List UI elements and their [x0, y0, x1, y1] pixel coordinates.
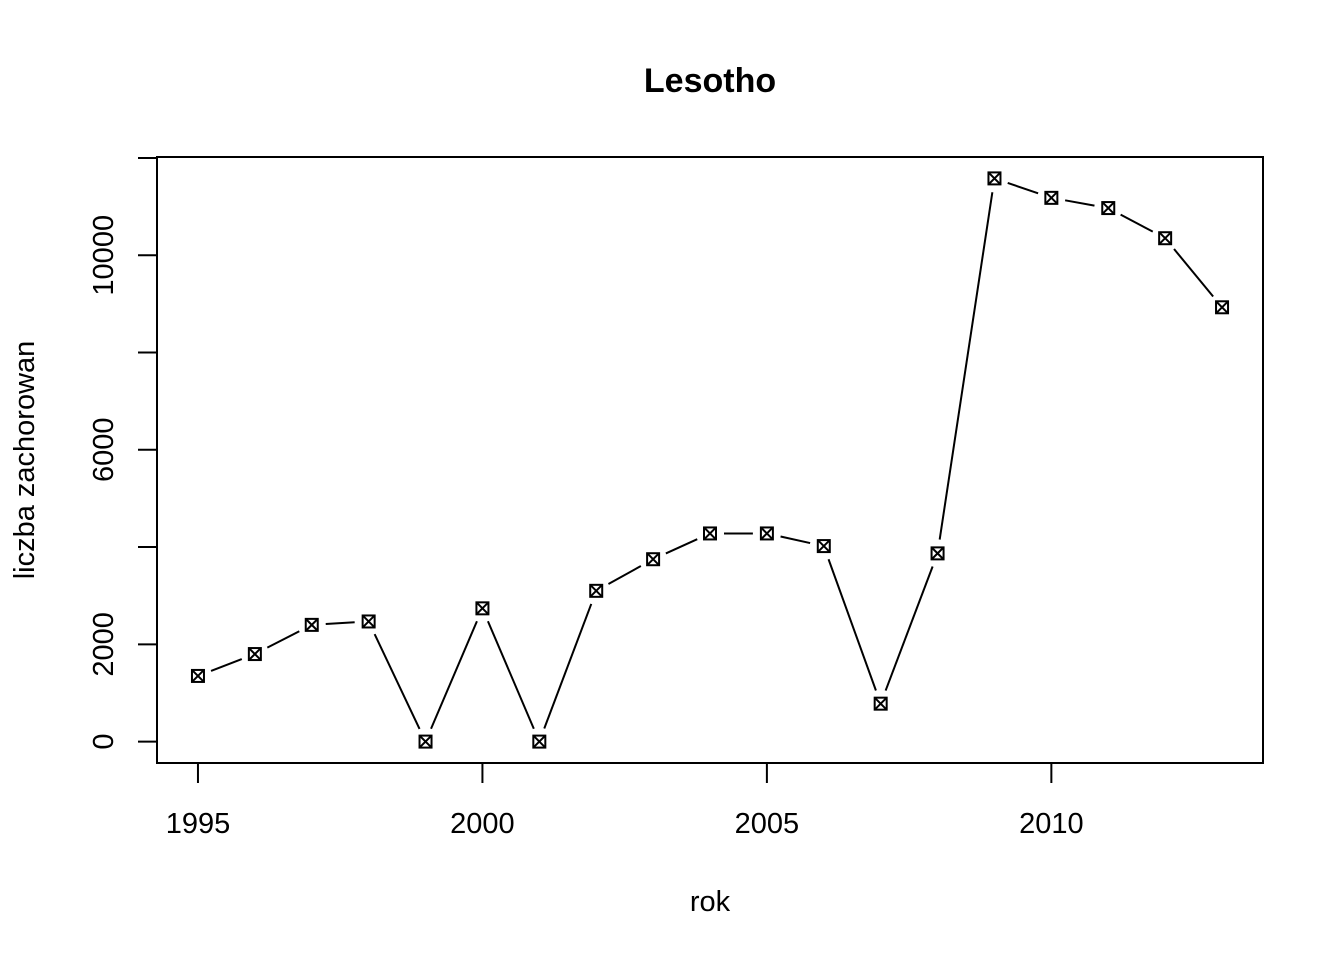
- chart-title: Lesotho: [644, 62, 776, 100]
- line-segment: [1064, 199, 1095, 207]
- series-points: [190, 171, 1230, 749]
- data-point: [589, 583, 604, 598]
- y-tick-label: 6000: [88, 418, 120, 483]
- series-line: [210, 181, 1214, 730]
- y-axis-label: liczba zachorowan: [9, 341, 41, 580]
- line-segment: [780, 535, 811, 545]
- y-axis: 0 2000 6000 10000: [88, 156, 158, 750]
- data-point: [190, 668, 205, 683]
- data-point: [816, 539, 831, 554]
- data-point: [646, 552, 661, 567]
- y-tick-label: 0: [88, 734, 120, 750]
- data-point: [873, 696, 888, 711]
- x-tick-label: 2005: [735, 808, 800, 840]
- data-point: [247, 647, 262, 662]
- line-segment: [884, 566, 934, 691]
- x-tick-label: 1995: [166, 808, 231, 840]
- data-point: [361, 614, 376, 629]
- data-point: [475, 601, 490, 616]
- data-point: [418, 734, 433, 749]
- line-segment: [430, 620, 478, 730]
- plot-frame: [156, 156, 1264, 764]
- line-segment: [210, 658, 243, 672]
- line-segment: [266, 630, 300, 649]
- line-segment: [543, 603, 593, 729]
- line-segment: [938, 192, 994, 540]
- line-segment: [1173, 248, 1214, 298]
- x-axis: 1995 2000 2005 2010: [166, 762, 1084, 840]
- line-segment: [487, 620, 535, 730]
- y-tick-label: 2000: [88, 612, 120, 677]
- data-point: [703, 526, 717, 541]
- x-tick-label: 2000: [450, 808, 515, 840]
- data-point: [304, 617, 319, 632]
- data-point: [759, 526, 774, 541]
- data-point: [930, 546, 945, 561]
- data-point: [1044, 190, 1059, 205]
- data-point: [532, 734, 547, 749]
- data-point: [1215, 300, 1230, 315]
- data-point: [1158, 231, 1173, 246]
- line-segment: [607, 565, 642, 585]
- line-segment: [1007, 181, 1039, 195]
- line-segment: [325, 621, 355, 626]
- data-point: [987, 171, 1002, 186]
- line-segment: [373, 633, 421, 730]
- line-segment: [665, 538, 698, 555]
- x-tick-label: 2010: [1019, 808, 1084, 840]
- x-axis-label: rok: [690, 886, 731, 918]
- line-segment: [827, 558, 877, 691]
- data-point: [1101, 201, 1116, 216]
- y-tick-label: 10000: [88, 215, 120, 296]
- line-segment: [1120, 213, 1154, 233]
